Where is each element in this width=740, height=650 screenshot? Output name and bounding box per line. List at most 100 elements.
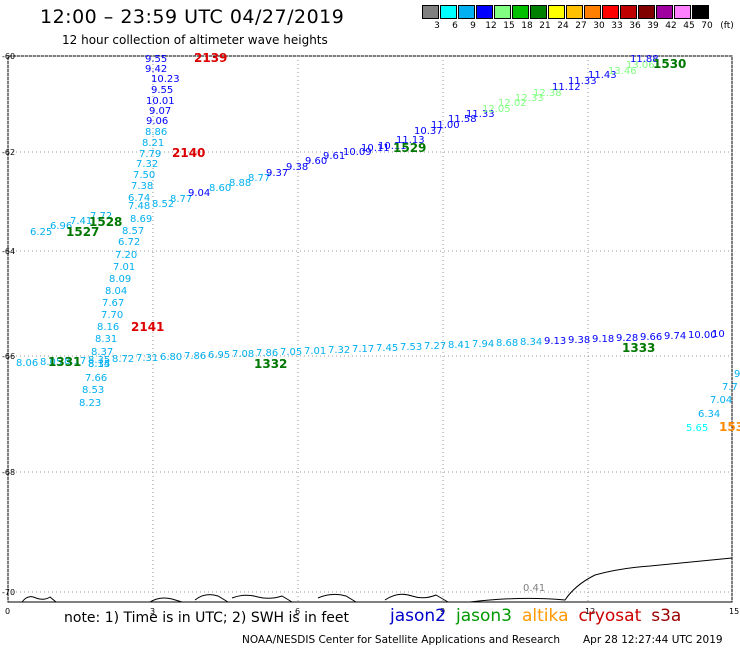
wave-height-label: 8.06 — [16, 358, 38, 369]
wave-height-label: 12.33 — [515, 93, 544, 104]
latitude-label: -62 — [2, 148, 15, 157]
wave-height-label: 8.88 — [229, 178, 251, 189]
longitude-label: 6 — [295, 607, 300, 616]
wave-height-label: 8.09 — [109, 274, 131, 285]
wave-height-label: 8.68 — [496, 338, 518, 349]
wave-height-label: 8.77 — [170, 194, 192, 205]
legend-swatch — [476, 5, 493, 19]
legend-label: 30 — [593, 21, 605, 31]
longitude-label: 0 — [5, 607, 10, 616]
legend-label: 15 — [503, 21, 515, 31]
wave-height-label: 8.35 — [88, 355, 110, 366]
wave-height-label: 9 — [734, 369, 740, 380]
legend-label: 42 — [665, 21, 677, 31]
wave-height-label: 8.23 — [79, 398, 101, 409]
pass-number-label: 1527 — [66, 225, 99, 239]
wave-height-label: 9.04 — [188, 188, 210, 199]
wave-height-label: 8.35 — [88, 359, 110, 370]
legend-swatch — [548, 5, 565, 19]
pass-number-label: 1529 — [393, 141, 426, 155]
satellite-name: jason2 — [390, 606, 446, 626]
wave-height-label: 7.7 — [722, 382, 738, 393]
wave-height-label: 7.01 — [304, 346, 326, 357]
wave-height-label: 10.23 — [151, 74, 180, 85]
wave-height-label: 7.31 — [136, 353, 158, 364]
satellite-legend: jason2 jason3 altika cryosat s3a — [390, 606, 691, 626]
wave-height-label: 8.60 — [209, 183, 231, 194]
wave-height-label: 6.80 — [160, 352, 182, 363]
legend-label: 6 — [452, 21, 458, 31]
legend-label: 27 — [575, 21, 587, 31]
wave-height-label: 7.41 — [70, 216, 92, 227]
wave-height-label: 10 — [712, 329, 725, 340]
legend-swatch — [584, 5, 601, 19]
wave-height-label: 6.72 — [118, 237, 140, 248]
wave-height-label: 8.57 — [122, 226, 144, 237]
wave-height-label: 8.41 — [448, 340, 470, 351]
legend-swatch — [638, 5, 655, 19]
legend-swatch — [602, 5, 619, 19]
legend-swatch — [458, 5, 475, 19]
wave-height-label: 0.41 — [523, 583, 545, 594]
pass-number-label: 1530 — [653, 57, 686, 71]
legend-swatch — [512, 5, 529, 19]
axis-labels: -60 -62 -64 -66 -68 -70 0 3 6 9 12 15 — [2, 52, 739, 616]
legend-swatch — [674, 5, 691, 19]
latitude-label: -70 — [2, 588, 15, 597]
wave-height-label: 8.16 — [97, 322, 119, 333]
legend-label: 21 — [539, 21, 551, 31]
wave-height-label: 10.01 — [146, 96, 175, 107]
legend-label: 33 — [611, 21, 623, 31]
latitude-label: -66 — [2, 352, 15, 361]
wave-height-label: 11.12 — [552, 82, 581, 93]
altimeter-tracks: 9.559.4210.239.5510.019.079.068.868.217.… — [16, 51, 740, 594]
latitude-label: -60 — [2, 52, 15, 61]
wave-height-label: 8.17 — [64, 356, 86, 367]
wave-height-label: 10.09 — [343, 147, 372, 158]
wave-height-label: 7.67 — [102, 298, 124, 309]
wave-height-label: 7.20 — [115, 250, 137, 261]
wave-height-label: 8.53 — [82, 385, 104, 396]
pass-number-label: 2140 — [172, 146, 205, 160]
wave-height-label: 9.38 — [286, 162, 308, 173]
wave-height-label: 7.05 — [280, 347, 302, 358]
legend-label: 24 — [557, 21, 569, 31]
wave-height-label: 10.37 — [414, 126, 443, 137]
wave-height-label: 10.11 — [378, 141, 407, 152]
wave-height-label: 7.66 — [85, 373, 107, 384]
wave-height-label: 12.38 — [533, 88, 562, 99]
wave-height-label: 7.79 — [139, 149, 161, 160]
wave-height-label: 6.34 — [698, 409, 720, 420]
legend-swatch — [620, 5, 637, 19]
wave-height-label: 8.34 — [520, 337, 542, 348]
wave-height-label: 9.06 — [146, 116, 168, 127]
longitude-label: 3 — [150, 607, 155, 616]
map-frame — [7, 55, 733, 603]
pass-number-label: 1528 — [89, 215, 122, 229]
wave-height-label: 12.05 — [482, 104, 511, 115]
wave-height-label: 7.32 — [328, 345, 350, 356]
legend-swatch — [440, 5, 457, 19]
wave-height-label: 9.74 — [664, 331, 686, 342]
wave-height-label: 9.61 — [323, 151, 345, 162]
wave-height-label: 7.50 — [133, 170, 155, 181]
pass-number-label: 2139 — [194, 51, 227, 65]
wave-height-label: 10.00 — [688, 330, 717, 341]
wave-height-label: 8.04 — [105, 286, 127, 297]
wave-height-label: 9.55 — [145, 54, 167, 65]
wave-height-label: 13.06 — [626, 60, 655, 71]
wave-height-label: 7.32 — [136, 159, 158, 170]
satellite-name: s3a — [651, 606, 682, 626]
wave-height-label: 7.17 — [352, 344, 374, 355]
wave-height-label: 7.53 — [400, 342, 422, 353]
wave-height-label: 8.14 — [88, 359, 110, 370]
longitude-label: 12 — [585, 607, 595, 616]
wave-height-label: 5.65 — [686, 423, 708, 434]
legend-swatch — [494, 5, 511, 19]
legend-label: 36 — [629, 21, 641, 31]
map-subtitle: 12 hour collection of altimeter wave hei… — [62, 33, 328, 47]
legend-label: 39 — [647, 21, 659, 31]
wave-height-label: 6.25 — [30, 227, 52, 238]
legend-unit: (ft) — [720, 21, 734, 31]
wave-height-label: 8.37 — [91, 347, 113, 358]
